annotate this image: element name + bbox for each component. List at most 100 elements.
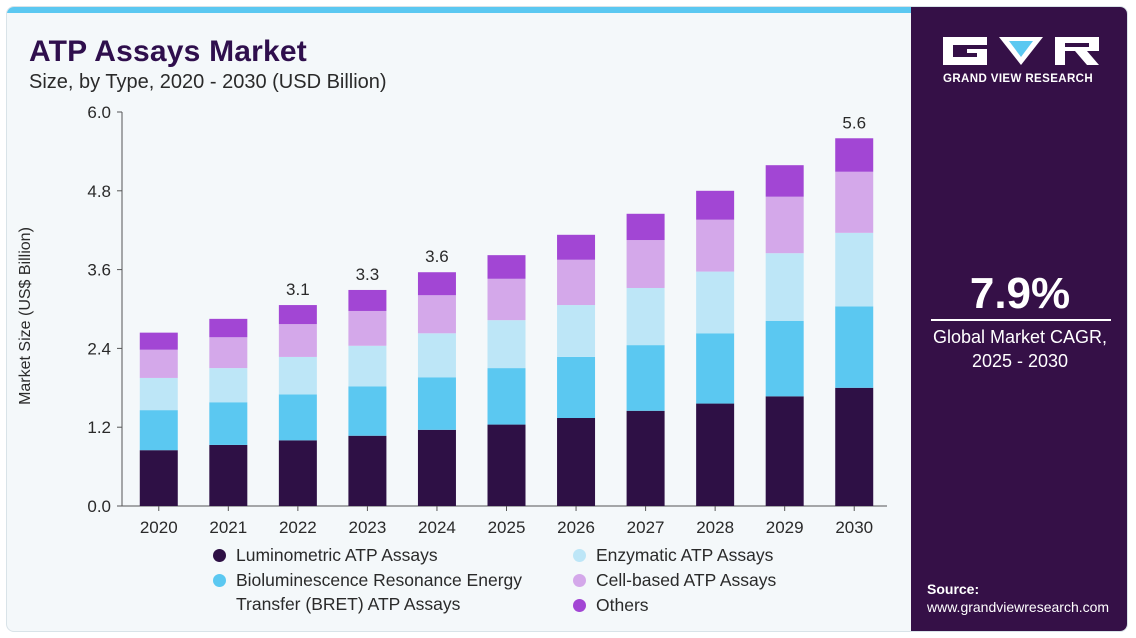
- bar-segment: [626, 240, 665, 288]
- legend-item-enzymatic: Enzymatic ATP Assays: [573, 543, 773, 567]
- y-tick-label: 6.0: [87, 103, 111, 122]
- bar-segment: [348, 345, 387, 387]
- bar-segment: [487, 255, 526, 279]
- cagr-value: 7.9%: [969, 269, 1071, 318]
- bar-segment: [487, 424, 526, 506]
- accent-bar: [7, 7, 911, 13]
- legend-item-others: Others: [573, 593, 649, 617]
- y-tick-label: 3.6: [87, 261, 111, 280]
- bar-segment: [765, 320, 804, 397]
- bar-segment: [417, 377, 456, 430]
- bar-segment: [417, 429, 456, 506]
- bar-segment: [278, 394, 317, 441]
- x-tick-label: 2026: [557, 518, 595, 537]
- cagr-label: Global Market CAGR, 2025 - 2030: [932, 327, 1108, 371]
- brand-name: GRAND VIEW RESEARCH: [943, 73, 1094, 85]
- x-tick-label: 2030: [835, 518, 873, 537]
- bar-segment: [696, 403, 735, 506]
- y-tick-label: 2.4: [87, 339, 111, 358]
- bar-segment: [557, 418, 596, 506]
- bar-segment: [139, 349, 178, 378]
- legend-label: Others: [596, 595, 649, 615]
- legend-item-luminometric: Luminometric ATP Assays: [213, 543, 438, 567]
- x-tick-label: 2024: [418, 518, 456, 537]
- brand-logo-icon: [943, 37, 1099, 65]
- bar-segment: [557, 234, 596, 260]
- bar-segment: [209, 444, 248, 506]
- y-tick-label: 4.8: [87, 182, 111, 201]
- bar-segment: [278, 356, 317, 395]
- bar-segment: [139, 410, 178, 451]
- bar-segment: [348, 435, 387, 506]
- bar-total-label: 5.6: [842, 113, 866, 132]
- y-tick-label: 1.2: [87, 418, 111, 437]
- bar-segment: [417, 295, 456, 334]
- side-panel: GRAND VIEW RESEARCH 7.9% Global Market C…: [911, 7, 1127, 631]
- bar-segment: [278, 324, 317, 357]
- bar-segment: [765, 396, 804, 506]
- bar-segment: [487, 368, 526, 425]
- bar-segment: [557, 259, 596, 306]
- bar-segment: [835, 306, 874, 388]
- bar-segment: [348, 386, 387, 436]
- bar-segment: [696, 333, 735, 404]
- legend-swatch-icon: [213, 549, 226, 562]
- bar-segment: [696, 190, 735, 220]
- bar-segment: [557, 305, 596, 357]
- legend-swatch-icon: [573, 549, 586, 562]
- legend-item-cell-based: Cell-based ATP Assays: [573, 568, 776, 592]
- bar-segment: [626, 345, 665, 411]
- x-tick-label: 2021: [209, 518, 247, 537]
- bar-segment: [417, 333, 456, 378]
- chart-subtitle: Size, by Type, 2020 - 2030 (USD Billion): [29, 71, 387, 93]
- bar-segment: [417, 272, 456, 296]
- bar-segment: [487, 320, 526, 369]
- y-tick-label: 0.0: [87, 497, 111, 516]
- bar-segment: [835, 232, 874, 307]
- bar-segment: [139, 332, 178, 350]
- stacked-bar-chart: 0.0 1.2 2.4 3.6 4.8 6.0 2020 2021 2022 3.1 2023 3.3…: [87, 103, 887, 537]
- bar-segment: [209, 318, 248, 338]
- legend-label: Luminometric ATP Assays: [236, 545, 438, 565]
- x-tick-label: 2025: [488, 518, 526, 537]
- source-link[interactable]: www.grandviewresearch.com: [927, 599, 1110, 615]
- legend-swatch-icon: [573, 574, 586, 587]
- bar-segment: [348, 289, 387, 311]
- x-tick-label: 2028: [696, 518, 734, 537]
- bar-total-label: 3.1: [286, 280, 310, 299]
- bar-segment: [626, 410, 665, 506]
- chart-legend: Luminometric ATP Assays Bioluminescence …: [7, 7, 911, 631]
- bar-segment: [696, 219, 735, 272]
- bar-segment: [348, 310, 387, 346]
- legend-label: Cell-based ATP Assays: [596, 570, 777, 590]
- bar-segment: [139, 450, 178, 506]
- x-tick-label: 2023: [348, 518, 386, 537]
- bar-total-label: 3.3: [356, 265, 380, 284]
- source-title: Source:: [927, 581, 980, 597]
- bar-segment: [139, 377, 178, 411]
- bar-segment: [765, 253, 804, 321]
- legend-label: Enzymatic ATP Assays: [596, 545, 774, 565]
- bar-segment: [278, 440, 317, 506]
- bar-segment: [626, 213, 665, 241]
- bar-segment: [835, 387, 874, 506]
- bar-segment: [278, 305, 317, 325]
- chart-title: ATP Assays Market: [29, 35, 307, 68]
- bar-segment: [209, 368, 248, 403]
- infographic-card: ATP Assays Market Size, by Type, 2020 - …: [6, 6, 1128, 632]
- bar-segment: [765, 196, 804, 254]
- bar-total-label: 3.6: [425, 247, 449, 266]
- bar-segment: [209, 337, 248, 369]
- bar-segment: [557, 356, 596, 419]
- legend-swatch-icon: [213, 574, 226, 587]
- x-tick-label: 2029: [766, 518, 804, 537]
- bar-segment: [487, 278, 526, 321]
- cagr-divider: [931, 319, 1111, 321]
- bar-segment: [835, 171, 874, 233]
- legend-swatch-icon: [573, 599, 586, 612]
- legend-item-bret: Bioluminescence Resonance Energy Transfe…: [213, 568, 566, 616]
- x-tick-label: 2027: [627, 518, 665, 537]
- bar-segment: [765, 165, 804, 197]
- bar-segment: [696, 271, 735, 334]
- bar-segment: [626, 287, 665, 346]
